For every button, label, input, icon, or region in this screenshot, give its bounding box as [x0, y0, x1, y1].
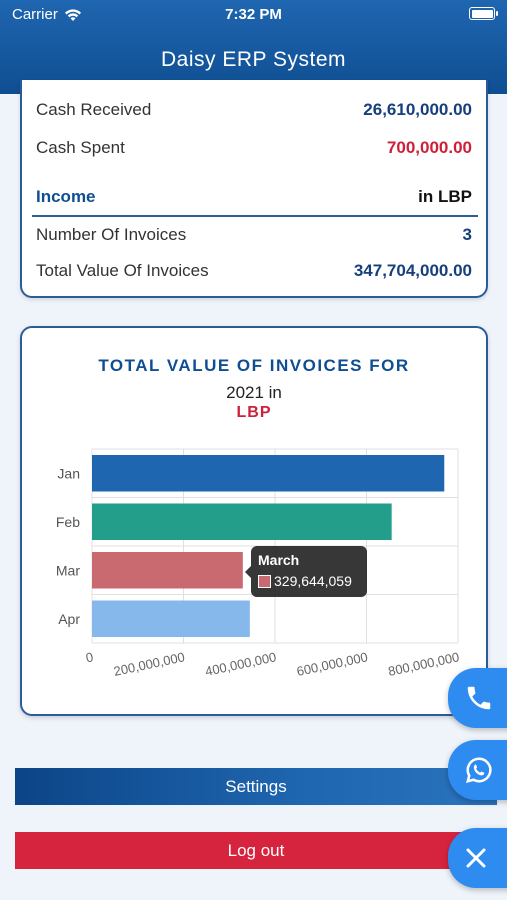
invoices-count-label: Number Of Invoices: [36, 225, 187, 244]
x-tick-label: 600,000,000: [295, 649, 369, 679]
app-title: Daisy ERP System: [161, 48, 346, 71]
y-tick-label: Mar: [56, 562, 80, 578]
invoices-bar-chart[interactable]: Jan Feb Mar Apr 0 200,000,000 400,000,000 600,0…: [22, 328, 490, 718]
clock: 7:32 PM: [225, 6, 282, 23]
income-label: Income: [36, 187, 96, 206]
x-tick-label: 200,000,000: [112, 649, 186, 679]
summary-card: Cash Received 26,610,000.00 Cash Spent 7…: [20, 80, 488, 298]
app-header: Carrier 7:32 PM Daisy ERP System: [0, 0, 507, 94]
whatsapp-fab[interactable]: [448, 740, 507, 800]
carrier-label: Carrier: [12, 6, 58, 23]
income-currency: in LBP: [418, 187, 472, 206]
carrier-info: Carrier: [12, 6, 82, 23]
cash-received-label: Cash Received: [36, 100, 152, 119]
chart-currency: LBP: [236, 404, 272, 421]
settings-button[interactable]: Settings: [15, 768, 497, 805]
tooltip-swatch: [258, 575, 271, 588]
cash-spent-value: 700,000.00: [386, 138, 472, 157]
battery-icon: [469, 7, 498, 20]
cash-received-value: 26,610,000.00: [363, 100, 472, 119]
income-divider: [32, 215, 478, 217]
y-tick-label: Feb: [56, 514, 80, 530]
income-header-row: Income in LBP: [36, 187, 472, 207]
chart-subtitle: 2021 in: [226, 383, 282, 402]
cash-spent-label: Cash Spent: [36, 138, 125, 157]
chart-card: TOTAL VALUE OF INVOICES FOR 2021 in LBP …: [20, 326, 488, 716]
bar-apr: [92, 600, 250, 637]
x-tick-label: 800,000,000: [387, 649, 461, 679]
invoices-count-row: Number Of Invoices 3: [36, 225, 472, 245]
tooltip-value: 329,644,059: [274, 573, 352, 589]
status-bar: Carrier 7:32 PM: [0, 0, 507, 30]
y-tick-label: Jan: [57, 465, 80, 481]
x-tick-label: 0: [84, 649, 94, 665]
phone-icon: [467, 686, 491, 710]
invoices-total-label: Total Value Of Invoices: [36, 261, 209, 280]
invoices-count-value: 3: [462, 225, 472, 244]
phone-fab[interactable]: [448, 668, 507, 728]
close-fab[interactable]: [448, 828, 507, 888]
logout-button[interactable]: Log out: [15, 832, 497, 869]
invoices-total-value: 347,704,000.00: [353, 261, 472, 280]
x-tick-label: 400,000,000: [204, 649, 278, 679]
tooltip-title: March: [258, 552, 300, 568]
cash-received-row: Cash Received 26,610,000.00: [36, 100, 472, 120]
invoices-total-row: Total Value Of Invoices 347,704,000.00: [36, 261, 472, 281]
chart-tooltip: March 329,644,059: [245, 546, 367, 597]
whatsapp-icon: [465, 757, 492, 784]
y-tick-label: Apr: [58, 611, 80, 627]
cash-spent-row: Cash Spent 700,000.00: [36, 138, 472, 158]
bar-mar[interactable]: [92, 552, 243, 589]
bar-jan: [92, 455, 445, 492]
close-icon: [466, 848, 486, 868]
wifi-icon: [64, 8, 81, 21]
chart-title: TOTAL VALUE OF INVOICES FOR: [98, 356, 410, 375]
bar-feb: [92, 503, 392, 540]
